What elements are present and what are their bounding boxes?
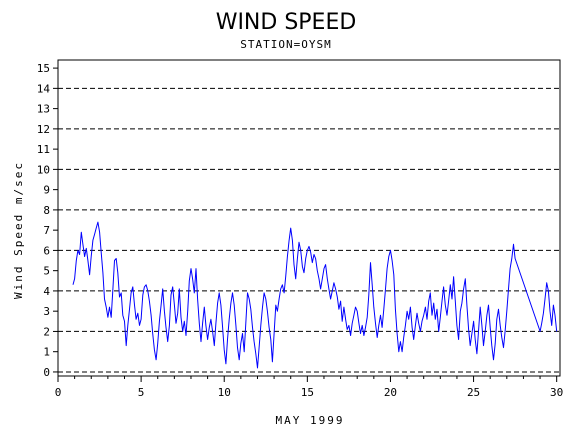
y-tick-label: 8 bbox=[43, 204, 50, 217]
x-tick-label: 15 bbox=[301, 386, 314, 399]
y-tick-label: 5 bbox=[43, 265, 50, 278]
x-tick-label: 10 bbox=[218, 386, 231, 399]
x-axis: 0 5 10 15 20 25 30 bbox=[55, 376, 563, 399]
y-tick-label: 13 bbox=[37, 103, 50, 116]
y-tick-label: 10 bbox=[37, 163, 50, 176]
plot-frame bbox=[57, 59, 561, 377]
y-tick-label: 1 bbox=[43, 346, 50, 359]
y-tick-label: 3 bbox=[43, 305, 50, 318]
x-tick-label: 0 bbox=[55, 386, 62, 399]
x-tick-label: 30 bbox=[550, 386, 563, 399]
x-tick-label: 5 bbox=[138, 386, 145, 399]
data-series bbox=[72, 221, 558, 369]
y-tick-label: 11 bbox=[37, 143, 50, 156]
reference-lines bbox=[58, 87, 560, 373]
y-tick-label: 4 bbox=[43, 285, 50, 298]
y-tick-label: 0 bbox=[43, 366, 50, 379]
x-tick-label: 25 bbox=[467, 386, 480, 399]
y-axis-label: Wind Speed m/sec bbox=[12, 161, 25, 299]
y-tick-label: 7 bbox=[43, 224, 50, 237]
y-tick-label: 2 bbox=[43, 325, 50, 338]
x-tick-label: 20 bbox=[384, 386, 397, 399]
y-tick-label: 14 bbox=[37, 82, 51, 95]
y-tick-label: 6 bbox=[43, 244, 50, 257]
y-tick-label: 15 bbox=[37, 62, 50, 75]
chart-title: WIND SPEED bbox=[216, 10, 357, 35]
y-tick-label: 9 bbox=[43, 184, 50, 197]
x-axis-label: MAY 1999 bbox=[276, 414, 345, 427]
chart-subtitle: STATION=OYSM bbox=[240, 38, 331, 51]
y-tick-label: 12 bbox=[37, 123, 50, 136]
wind-speed-line bbox=[72, 221, 558, 369]
